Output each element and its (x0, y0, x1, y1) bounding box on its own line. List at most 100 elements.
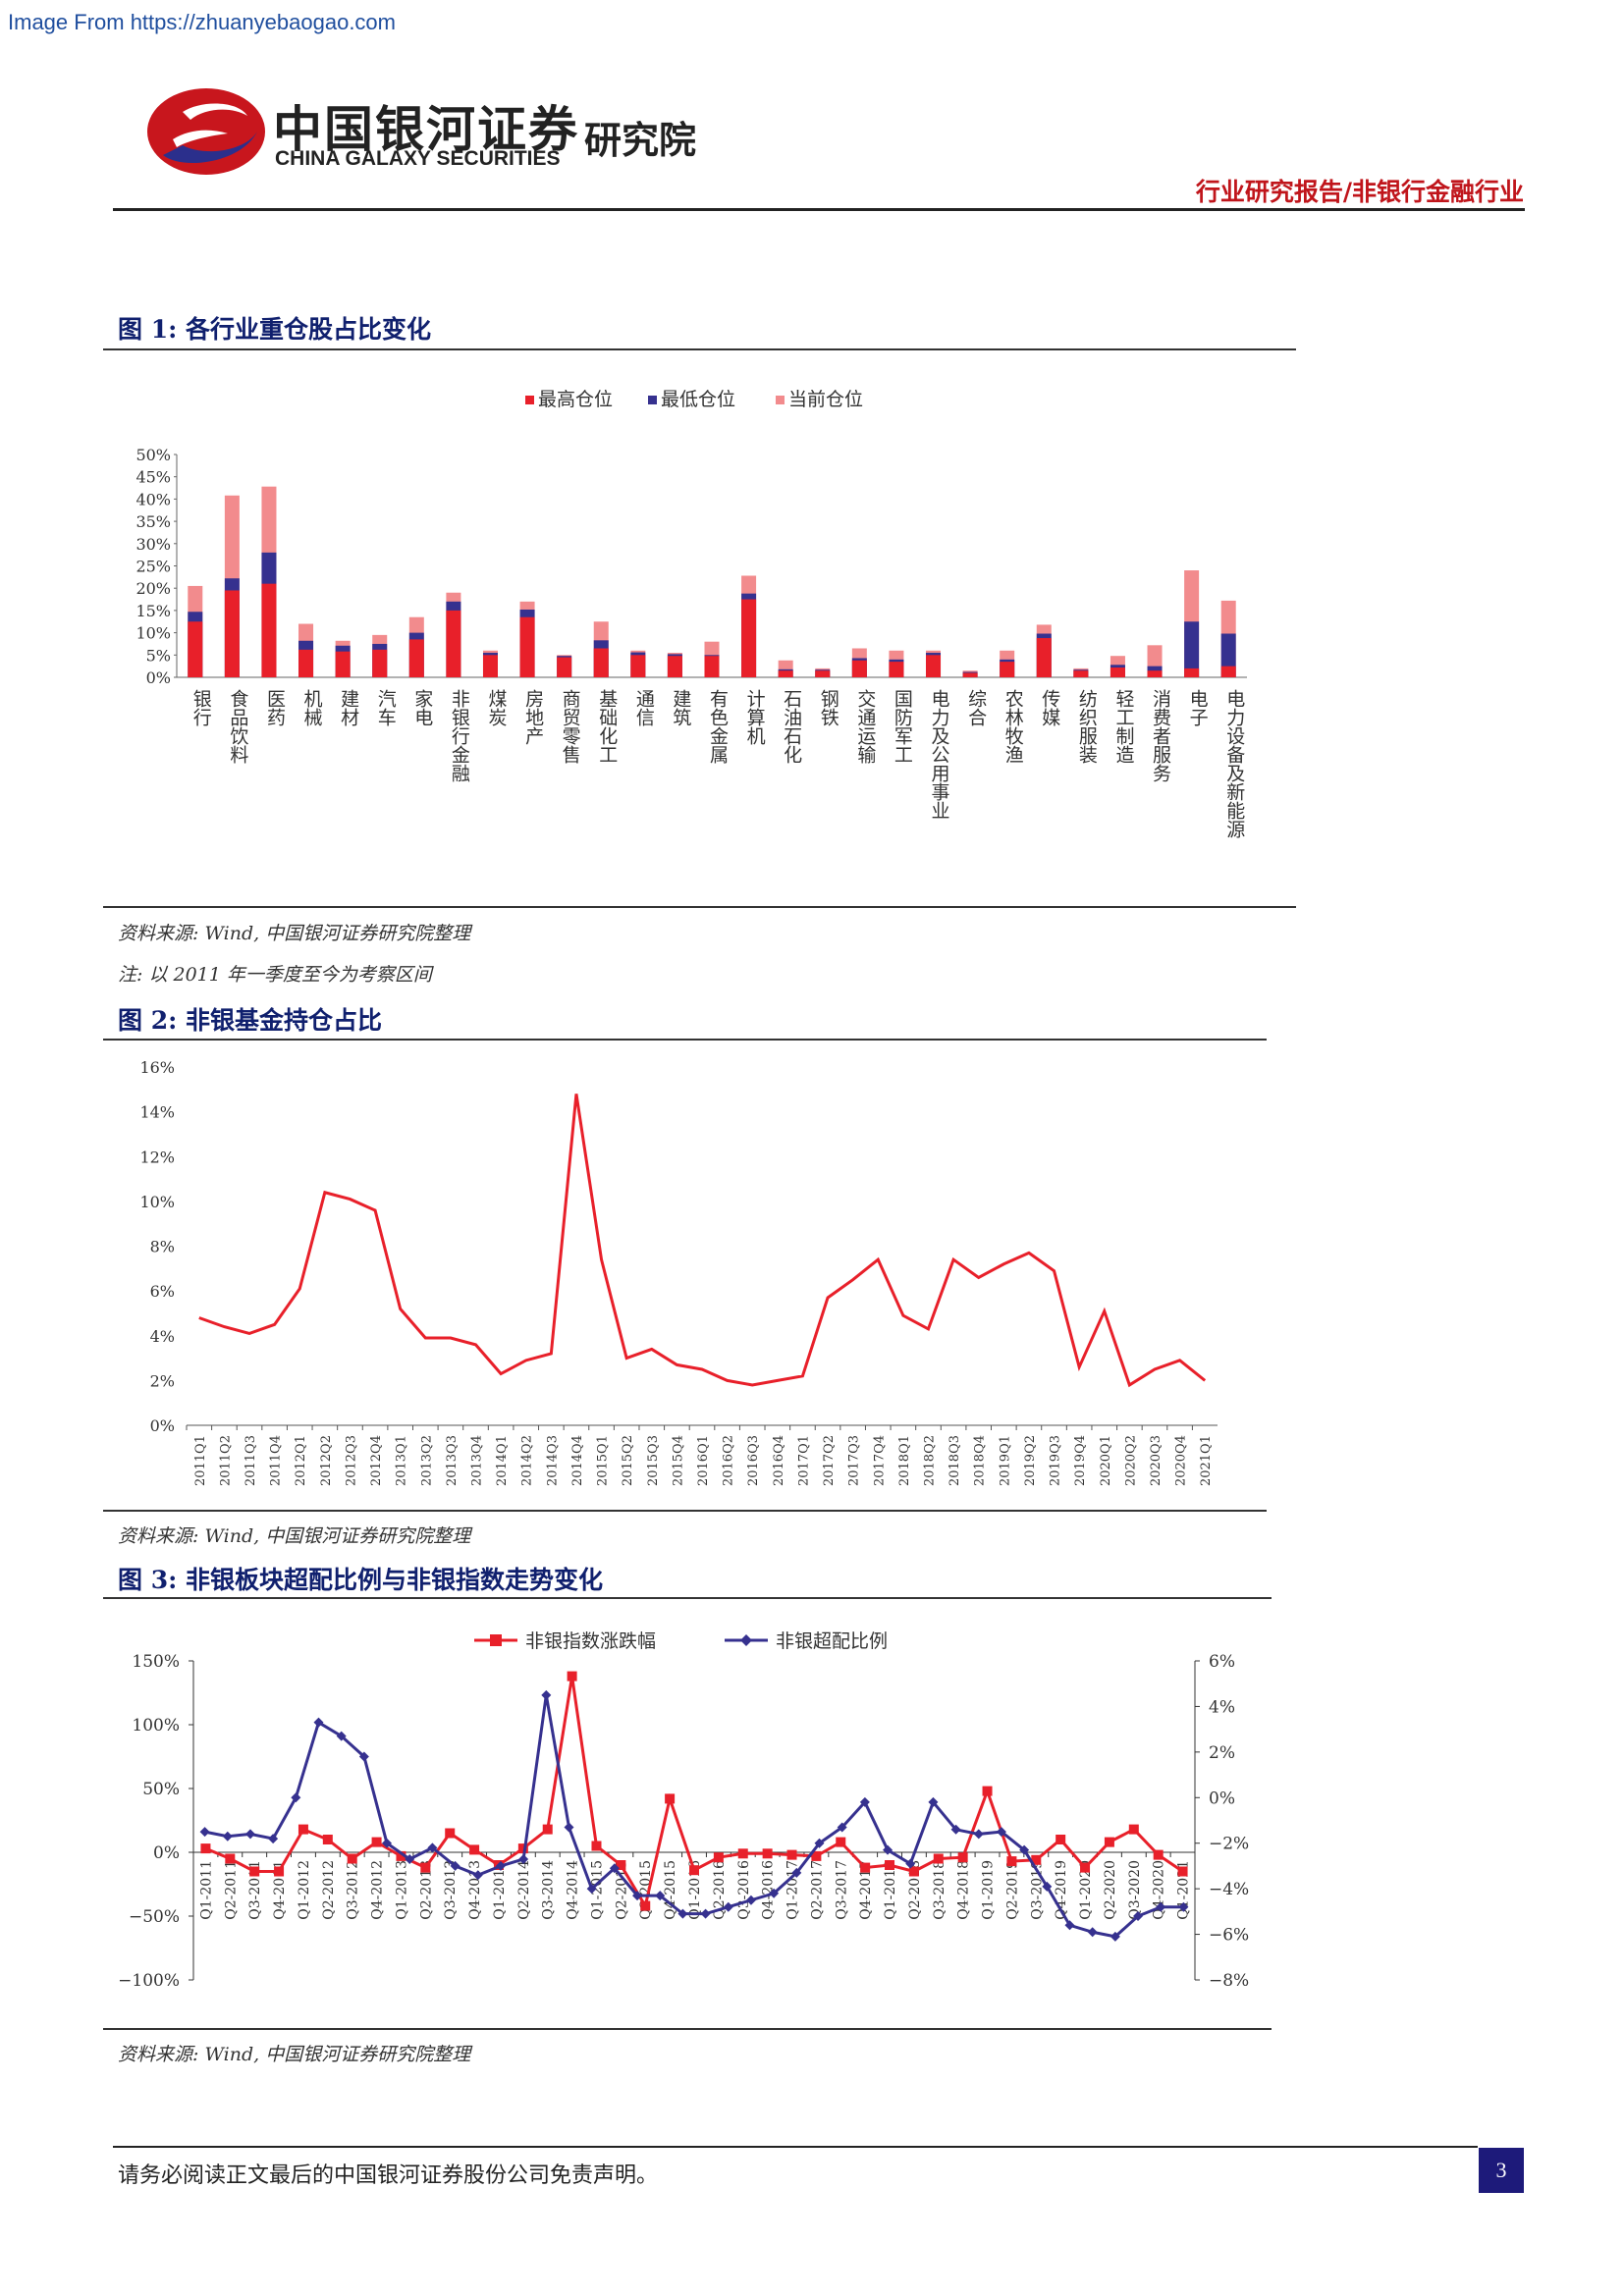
fig2-xtick-label: 2011Q4 (269, 1435, 284, 1486)
fig3-xtick-label: Q4-2017 (858, 1860, 874, 1920)
fig2-chart: 0% 2% 4% 6% 8% 10% 12% 14% 16% 2011Q1 2011Q2 2011Q3… (139, 1058, 1218, 1486)
fig1-ytick-label: 10% (135, 624, 171, 643)
fig3-index-marker (322, 1835, 333, 1844)
fig3-xtick-label: Q3-2018 (932, 1860, 947, 1920)
fig1-bar-low (557, 657, 572, 677)
fig2-bottom-rule (103, 1510, 1267, 1512)
fig3-ratio-marker (1133, 1911, 1144, 1921)
fig1-category-label: 煤炭 (485, 689, 507, 726)
fig3-index-marker (737, 1848, 748, 1859)
fig1-category-label: 银行 (190, 689, 212, 726)
fig3-ratio-marker (769, 1888, 780, 1898)
fig2-xtick-label: 2016Q4 (772, 1435, 786, 1486)
fig3-ratio-marker (791, 1867, 802, 1878)
fig2-xtick-label: 2013Q3 (445, 1435, 460, 1486)
fig3-ratio-marker (632, 1891, 643, 1901)
fig3-xtick-label: Q1-2014 (492, 1860, 508, 1920)
fig1-ytick-label: 40% (135, 490, 171, 508)
fig3-index-marker (713, 1852, 724, 1863)
fig1-category-label: 建筑 (670, 689, 691, 726)
fig2-ytick-label: 8% (150, 1238, 175, 1256)
fig1-category-label: 交通运输 (854, 689, 876, 764)
fig2-xtick-label: 2020Q3 (1149, 1435, 1164, 1486)
fig3-ratio-marker (199, 1827, 210, 1838)
fig3-index-marker (567, 1671, 577, 1682)
fig3-ratio-marker (1178, 1901, 1189, 1912)
fig1-category-label: 医药 (264, 689, 286, 726)
fig2-xtick-label: 2012Q3 (344, 1435, 358, 1486)
fig3-xtick-label: Q1-2020 (1078, 1860, 1094, 1920)
fig3-xtick-label: Q1-2015 (589, 1860, 605, 1920)
fig3-xtick-label: Q3-2020 (1127, 1860, 1143, 1920)
fig3-index-marker (762, 1848, 773, 1859)
fig1-category-label: 农林牧渔 (1002, 689, 1024, 764)
fig2-xtick-label: 2011Q3 (244, 1435, 258, 1486)
fig1-category-label: 轻工制造 (1112, 689, 1134, 764)
galaxy-logo-icon (147, 88, 265, 175)
fig3-ratio-marker (358, 1751, 369, 1762)
fig1-category-label: 钢铁 (818, 689, 839, 726)
fig1-bar-low (335, 651, 351, 677)
fig3-left-ytick-label: −50% (129, 1907, 180, 1927)
fig3-ratio-marker (586, 1884, 597, 1895)
fig2-xtick-label: 2013Q2 (419, 1435, 434, 1486)
fig3-xtick-label: Q3-2012 (346, 1860, 361, 1920)
fig3-ratio-marker (1110, 1931, 1120, 1942)
fig3-xtick-label: Q1-2013 (394, 1860, 409, 1920)
fig1-category-label: 有色金属 (707, 689, 729, 765)
fig3-legend-marker (490, 1634, 502, 1646)
fig3-right-ytick-label: −4% (1209, 1880, 1249, 1899)
fig3-ratio-marker (837, 1822, 847, 1833)
fig1-note: 注: 以 2011 年一季度至今为考察区间 (118, 964, 432, 986)
fig3-index-marker (616, 1860, 626, 1870)
fig3-xtick-label: Q2-2019 (1004, 1860, 1020, 1920)
fig3-xtick-label: Q4-2014 (566, 1860, 581, 1920)
fig3-index-marker (1128, 1824, 1139, 1835)
fig3-left-ytick-label: 50% (142, 1780, 180, 1799)
fig3-xtick-label: Q4-2013 (467, 1860, 483, 1920)
fig2-xtick-label: 2018Q2 (922, 1435, 937, 1486)
fig2-xtick-label: 2020Q1 (1099, 1435, 1113, 1486)
fig1-category-label: 电力及公用事业 (929, 689, 950, 820)
fig3-xtick-label: Q2-2020 (1103, 1860, 1118, 1920)
fig1-bar-low (704, 656, 720, 677)
fig3-xtick-label: Q2-2016 (712, 1860, 728, 1920)
fig2-xtick-label: 2019Q1 (998, 1435, 1012, 1486)
fig3-ratio-marker (541, 1689, 552, 1700)
fig1-ytick-label: 30% (135, 535, 171, 554)
fig3-xtick-label: Q4-2012 (370, 1860, 386, 1920)
fig3-top-rule (103, 1597, 1272, 1599)
fig1-category-label: 石油石化 (781, 689, 802, 764)
fig3-index-marker (591, 1841, 602, 1851)
fig2-ytick-label: 14% (139, 1103, 175, 1122)
fig2-xtick-label: 2015Q4 (671, 1435, 685, 1486)
fig3-bottom-rule (103, 2028, 1272, 2030)
report-type: 行业研究报告/非银行金融行业 (1195, 178, 1524, 206)
fig1-bar-low (1147, 670, 1163, 677)
fig2-xtick-label: 2015Q2 (621, 1435, 635, 1486)
fig3-index-marker (274, 1866, 285, 1877)
fig3-ratio-marker (677, 1908, 688, 1919)
fig1-ytick-label: 15% (135, 602, 171, 620)
fig1-category-label: 食品饮料 (227, 689, 248, 764)
fig3-index-marker (811, 1850, 822, 1861)
fig2-xtick-label: 2017Q3 (847, 1435, 862, 1486)
fig1-category-label: 家电 (411, 689, 433, 726)
fig1-bar-low (1184, 667, 1200, 677)
fig3-index-marker (908, 1866, 919, 1877)
fig3-xtick-label: Q4-2015 (663, 1860, 678, 1920)
fig2-xtick-label: 2016Q2 (722, 1435, 736, 1486)
fig2-ytick-label: 4% (150, 1327, 175, 1346)
fig1-category-label: 综合 (965, 689, 987, 726)
fig3-xtick-label: Q3-2015 (638, 1860, 654, 1920)
fig3-index-marker (249, 1866, 260, 1877)
fig3-index-marker (542, 1824, 553, 1835)
fig3-ratio-marker (336, 1731, 347, 1741)
fig2-xtick-label: 2012Q4 (369, 1435, 384, 1486)
fig3-xtick-label: Q2-2014 (516, 1860, 532, 1920)
fig1-bar-low (667, 656, 682, 677)
fig1-bottom-rule (103, 906, 1296, 908)
fig1-category-label: 国防军工 (892, 689, 913, 764)
fig2-xtick-label: 2020Q2 (1123, 1435, 1138, 1486)
fig2-xtick-label: 2014Q4 (570, 1435, 585, 1486)
